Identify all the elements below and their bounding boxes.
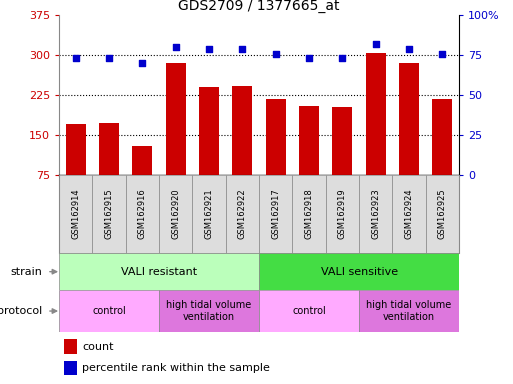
Text: GSM162919: GSM162919: [338, 189, 347, 239]
Text: GSM162923: GSM162923: [371, 189, 380, 240]
Point: [171, 44, 180, 50]
Bar: [399, 63, 419, 175]
Bar: [426, 175, 459, 253]
Bar: [126, 175, 159, 253]
Point: [371, 41, 380, 47]
Text: GSM162916: GSM162916: [138, 189, 147, 240]
Text: GSM162914: GSM162914: [71, 189, 80, 239]
Point: [71, 55, 80, 61]
Point: [105, 55, 113, 61]
Bar: [59, 290, 159, 332]
Bar: [159, 290, 259, 332]
Point: [305, 55, 313, 61]
Text: control: control: [92, 306, 126, 316]
Text: control: control: [292, 306, 326, 316]
Bar: [199, 87, 219, 175]
Point: [338, 55, 346, 61]
Bar: [64, 361, 77, 376]
Bar: [366, 53, 386, 175]
Text: high tidal volume
ventilation: high tidal volume ventilation: [366, 300, 452, 322]
Bar: [332, 107, 352, 175]
Text: GSM162918: GSM162918: [305, 189, 313, 240]
Bar: [192, 175, 226, 253]
Point: [238, 46, 246, 52]
Bar: [259, 290, 359, 332]
Bar: [66, 124, 86, 175]
Bar: [166, 63, 186, 175]
Text: GSM162915: GSM162915: [105, 189, 113, 239]
Bar: [59, 253, 259, 290]
Point: [438, 51, 446, 57]
Bar: [359, 175, 392, 253]
Bar: [259, 253, 459, 290]
Bar: [292, 175, 326, 253]
Text: GSM162920: GSM162920: [171, 189, 180, 239]
Bar: [99, 123, 119, 175]
Point: [138, 60, 146, 66]
Bar: [226, 175, 259, 253]
Text: high tidal volume
ventilation: high tidal volume ventilation: [166, 300, 252, 322]
Text: count: count: [82, 341, 113, 352]
Bar: [159, 175, 192, 253]
Point: [205, 46, 213, 52]
Point: [271, 51, 280, 57]
Bar: [359, 290, 459, 332]
Bar: [92, 175, 126, 253]
Text: strain: strain: [10, 266, 42, 277]
Text: GSM162924: GSM162924: [405, 189, 413, 239]
Text: GSM162917: GSM162917: [271, 189, 280, 240]
Bar: [232, 86, 252, 175]
Bar: [64, 339, 77, 354]
Text: GSM162922: GSM162922: [238, 189, 247, 239]
Text: GSM162925: GSM162925: [438, 189, 447, 239]
Bar: [266, 99, 286, 175]
Point: [405, 46, 413, 52]
Bar: [299, 106, 319, 175]
Text: percentile rank within the sample: percentile rank within the sample: [82, 363, 270, 373]
Text: VALI resistant: VALI resistant: [121, 266, 197, 277]
Text: protocol: protocol: [0, 306, 42, 316]
Bar: [392, 175, 426, 253]
Bar: [132, 146, 152, 175]
Bar: [259, 175, 292, 253]
Text: GSM162921: GSM162921: [205, 189, 213, 239]
Bar: [326, 175, 359, 253]
Bar: [432, 99, 452, 175]
Title: GDS2709 / 1377665_at: GDS2709 / 1377665_at: [179, 0, 340, 13]
Text: VALI sensitive: VALI sensitive: [321, 266, 398, 277]
Bar: [59, 175, 92, 253]
